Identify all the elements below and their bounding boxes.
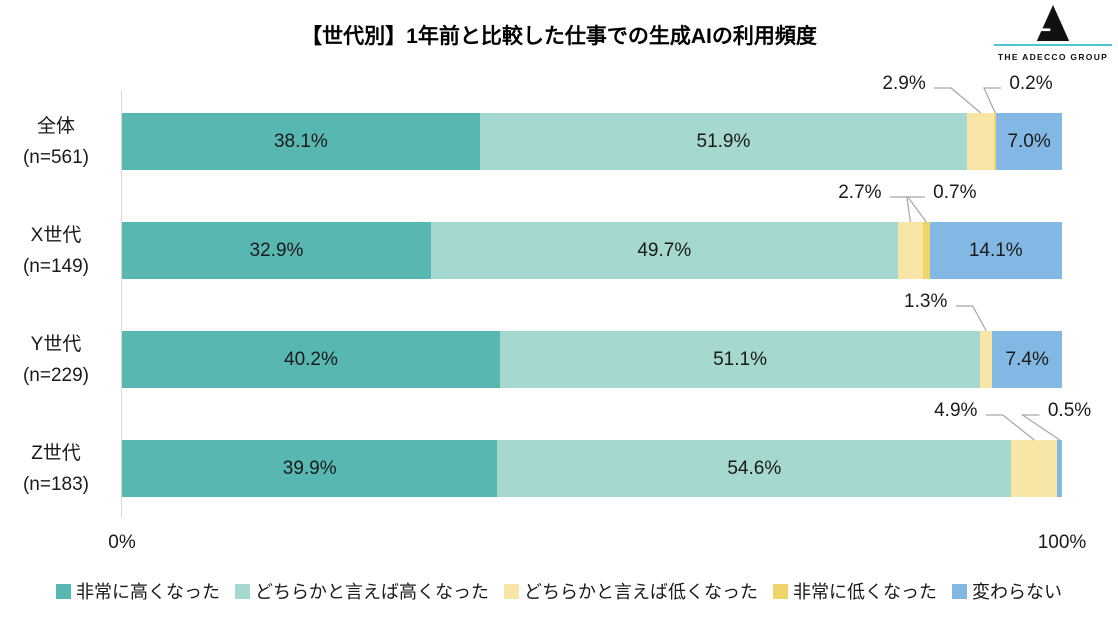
callout-leader-lines — [889, 196, 927, 223]
row-label-name: X世代 — [30, 224, 82, 246]
legend: 非常に高くなった どちらかと言えば高くなった どちらかと言えば低くなった 非常に低くな… — [0, 578, 1118, 604]
x-axis-max-label: 100% — [1037, 532, 1087, 553]
bar-segment: 51.9% — [479, 113, 968, 170]
bar-segment — [967, 113, 995, 170]
row-label-name: Y世代 — [30, 333, 82, 355]
callout-value-label: 1.3% — [904, 291, 948, 312]
legend-item: どちらかと言えば低くなった — [504, 578, 758, 604]
chart-row: Y世代 (n=229) 40.2% 51.1% 7.4% 1.3% — [23, 291, 1062, 388]
bar-segment: 7.0% — [996, 113, 1062, 170]
legend-label: 非常に低くなった — [793, 582, 937, 602]
bar-segment — [994, 113, 997, 170]
stacked-bar: 39.9% 54.6% — [122, 440, 1062, 497]
segment-value-label: 51.9% — [696, 130, 751, 152]
segment-value-label: 38.1% — [273, 130, 328, 152]
bar-segment: 51.1% — [499, 331, 981, 388]
chart-area: 全体 (n=561) 38.1% 51.9% 7.0% 2.9% 0.2% X世代 (n=149… — [23, 73, 1091, 553]
row-label-n: (n=149) — [22, 255, 90, 277]
legend-item: どちらかと言えば高くなった — [235, 578, 489, 604]
callout-value-label: 2.7% — [838, 182, 882, 203]
y-axis-line — [121, 90, 122, 518]
legend-label: どちらかと言えば低くなった — [524, 582, 758, 602]
callout-value-label: 4.9% — [934, 400, 978, 421]
callout-leader-lines — [985, 414, 1060, 441]
row-label-n: (n=183) — [22, 473, 90, 495]
callout-leader-lines — [955, 305, 987, 332]
bar-segment — [980, 331, 993, 388]
bar-segment: 40.2% — [122, 331, 500, 388]
legend-swatch — [235, 583, 250, 599]
adecco-a-icon — [1035, 5, 1070, 41]
logo-divider — [994, 44, 1112, 46]
legend-swatch — [504, 583, 519, 599]
stacked-bar: 38.1% 51.9% 7.0% — [122, 113, 1062, 170]
x-axis-min-label: 0% — [108, 532, 136, 553]
legend-swatch — [56, 583, 71, 599]
page-title: 【世代別】1年前と比較した仕事での生成AIの利用頻度 — [301, 25, 817, 48]
bar-segment — [1057, 440, 1062, 497]
row-label-n: (n=561) — [22, 146, 90, 168]
callout-value-label: 0.2% — [1009, 73, 1053, 94]
legend-swatch — [952, 583, 967, 599]
callout-value-label: 0.5% — [1047, 400, 1092, 421]
callout-leader-lines — [934, 87, 1001, 114]
adecco-logo: THE ADECCO GROUP — [994, 4, 1112, 62]
logo-text: THE ADECCO GROUP — [997, 52, 1109, 62]
row-label-name: 全体 — [36, 115, 75, 137]
bar-segment: 39.9% — [122, 440, 498, 497]
row-label-name: Z世代 — [31, 442, 81, 464]
bar-segment: 49.7% — [430, 222, 898, 279]
callout-value-label: 2.9% — [882, 73, 926, 94]
legend-item: 非常に低くなった — [773, 578, 937, 604]
segment-value-label: 40.2% — [284, 348, 338, 370]
bar-segment: 14.1% — [929, 222, 1062, 279]
bar-segment: 38.1% — [122, 113, 480, 170]
segment-value-label: 32.9% — [249, 239, 304, 261]
segment-value-label: 49.7% — [637, 239, 692, 261]
bar-segment: 7.4% — [992, 331, 1062, 388]
segment-value-label: 7.4% — [1005, 348, 1049, 370]
stacked-bar: 40.2% 51.1% 7.4% — [122, 331, 1062, 388]
chart-row: 全体 (n=561) 38.1% 51.9% 7.0% 2.9% 0.2% — [23, 73, 1062, 170]
bar-segment: 54.6% — [497, 440, 1012, 497]
bar-segment — [922, 222, 930, 279]
stacked-bar: 32.9% 49.7% 14.1% — [122, 222, 1062, 279]
legend-label: どちらかと言えば高くなった — [255, 582, 489, 602]
row-label: Y世代 (n=229) — [0, 328, 112, 391]
row-label: Z世代 (n=183) — [0, 437, 112, 500]
legend-swatch — [773, 583, 788, 599]
bar-segment: 32.9% — [122, 222, 431, 279]
legend-item: 変わらない — [952, 578, 1062, 604]
segment-value-label: 39.9% — [282, 457, 337, 479]
row-label: 全体 (n=561) — [0, 110, 112, 173]
chart-row: Z世代 (n=183) 39.9% 54.6% 4.9% 0.5% — [23, 400, 1091, 497]
callout-value-label: 0.7% — [933, 182, 977, 203]
row-label: X世代 (n=149) — [0, 219, 112, 282]
legend-label: 非常に高くなった — [76, 582, 220, 602]
bar-segment — [1011, 440, 1058, 497]
legend-item: 非常に高くなった — [56, 578, 220, 604]
segment-value-label: 14.1% — [968, 239, 1023, 261]
segment-value-label: 7.0% — [1007, 130, 1051, 152]
row-label-n: (n=229) — [22, 364, 90, 386]
legend-label: 変わらない — [972, 582, 1062, 602]
segment-value-label: 54.6% — [727, 457, 782, 479]
chart-row: X世代 (n=149) 32.9% 49.7% 14.1% 2.7% 0.7% — [23, 182, 1062, 279]
segment-value-label: 51.1% — [713, 348, 767, 370]
bar-segment — [897, 222, 923, 279]
